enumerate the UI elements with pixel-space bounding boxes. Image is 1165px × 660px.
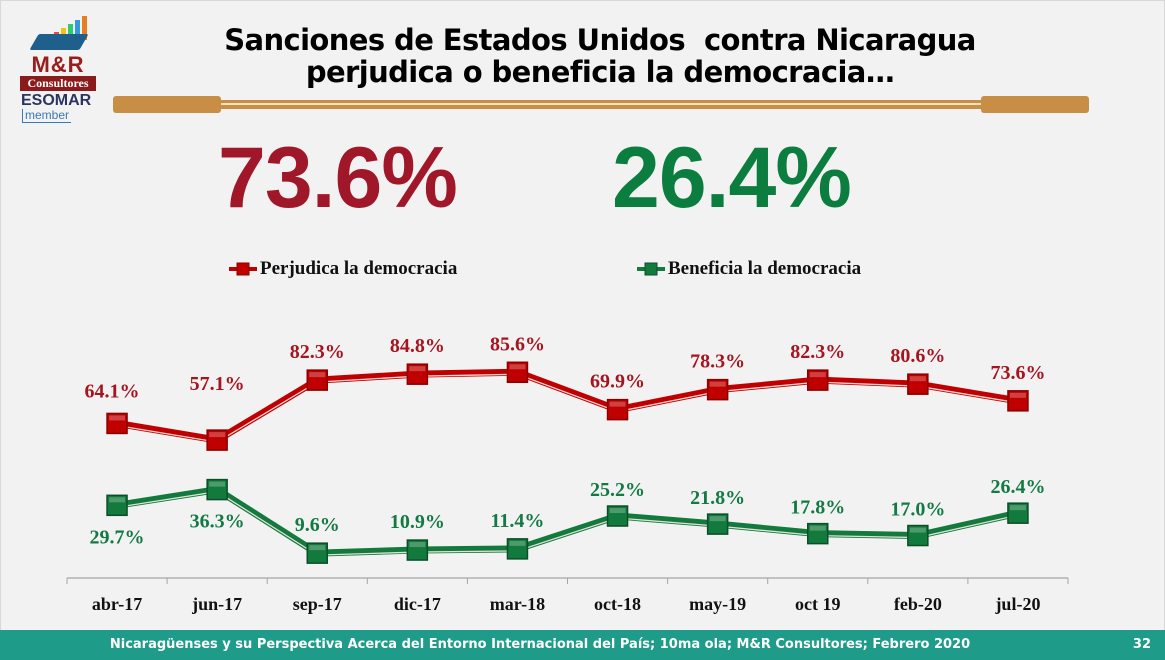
- logo-brand: M&R: [31, 52, 85, 77]
- data-point-marker-shine: [309, 372, 326, 378]
- data-point-marker: [506, 361, 529, 384]
- divider-cap-left: [113, 96, 221, 113]
- x-tick-label: feb-20: [894, 594, 942, 614]
- data-label: 26.4%: [990, 476, 1045, 498]
- page-title: Sanciones de Estados Unidos contra Nicar…: [200, 24, 1000, 88]
- data-point-marker-shine: [609, 401, 626, 407]
- data-point-marker: [907, 373, 929, 395]
- data-point-marker-shine: [809, 525, 826, 531]
- data-point-marker: [306, 369, 328, 391]
- data-label: 78.3%: [690, 351, 745, 373]
- data-label: 11.4%: [490, 510, 544, 532]
- data-label: 85.6%: [490, 333, 545, 355]
- legend-label-beneficia: Beneficia la democracia: [668, 258, 862, 279]
- data-point-marker: [406, 539, 429, 561]
- x-tick-label: jun-17: [191, 594, 242, 614]
- data-label: 10.9%: [390, 511, 445, 533]
- data-label: 82.3%: [290, 341, 345, 363]
- data-label: 9.6%: [295, 514, 340, 536]
- data-point-marker-shine: [109, 497, 126, 503]
- data-point-marker: [606, 505, 629, 527]
- data-label: 57.1%: [190, 373, 245, 395]
- data-point-marker: [206, 478, 228, 501]
- divider-line: [221, 100, 981, 109]
- page-number: 32: [1132, 637, 1151, 652]
- data-label: 80.6%: [890, 345, 945, 367]
- data-label: 84.8%: [390, 335, 445, 357]
- data-point-marker-shine: [1009, 505, 1026, 511]
- data-point-marker-shine: [1009, 392, 1026, 398]
- data-point-marker: [1007, 502, 1029, 524]
- member-label: member: [22, 109, 72, 123]
- data-point-marker: [506, 538, 529, 560]
- data-point-marker: [706, 513, 729, 535]
- data-label: 17.8%: [790, 497, 845, 519]
- data-point-marker: [907, 524, 929, 547]
- data-point-marker-shine: [909, 527, 926, 533]
- data-point-marker: [106, 494, 128, 517]
- perjudica-highlight: 73.6%: [218, 130, 458, 226]
- logo-subtitle: Consultores: [20, 76, 96, 91]
- title-line-1: Sanciones de Estados Unidos contra Nicar…: [224, 23, 976, 57]
- data-point-marker-shine: [109, 415, 126, 421]
- data-point-marker-shine: [709, 516, 726, 522]
- footer-bar: Nicaragüenses y su Perspectiva Acerca de…: [0, 630, 1165, 660]
- beneficia-highlight: 26.4%: [612, 130, 852, 226]
- series-line-perjudica: [116, 368, 1019, 444]
- legend-beneficia: Beneficia la democracia: [636, 258, 861, 280]
- data-point-marker-shine: [709, 381, 726, 387]
- company-logo: M&R Consultores ESOMAR member: [20, 14, 100, 124]
- data-label: 82.3%: [790, 341, 845, 363]
- line-chart: abr-17 jun-17 sep-17 dic-17 mar-18 oct-18 may-…: [66, 333, 1069, 614]
- data-point-marker: [306, 542, 328, 564]
- data-label: 64.1%: [85, 380, 140, 402]
- x-tick-label: dic-17: [394, 594, 441, 614]
- data-label: 29.7%: [90, 526, 145, 548]
- esomar-label: ESOMAR: [21, 92, 92, 109]
- data-point-marker-shine: [209, 432, 226, 438]
- data-label: 69.9%: [590, 371, 645, 393]
- data-point-marker-shine: [809, 372, 826, 378]
- data-label: 21.8%: [690, 487, 745, 509]
- series-line-beneficia: [116, 486, 1019, 557]
- series-line-highlight: [116, 373, 1019, 443]
- data-point-marker: [807, 522, 829, 545]
- data-point-marker: [406, 363, 429, 385]
- x-tick-label: abr-17: [92, 594, 142, 614]
- x-tick-label: oct 19: [795, 594, 840, 614]
- data-point-marker-shine: [509, 364, 526, 370]
- data-label: 36.3%: [190, 511, 245, 533]
- divider-cap-right: [981, 96, 1089, 113]
- title-divider: [113, 96, 1089, 114]
- data-point-marker-shine: [509, 540, 526, 546]
- data-point-marker: [1007, 390, 1029, 412]
- legend-marker-green-icon: [637, 262, 665, 276]
- data-point-marker-shine: [209, 481, 226, 487]
- x-tick-label: mar-18: [490, 594, 545, 614]
- legend-perjudica: Perjudica la democracia: [228, 258, 457, 280]
- data-label: 73.6%: [990, 362, 1045, 384]
- footer-source: Nicaragüenses y su Perspectiva Acerca de…: [109, 637, 971, 652]
- data-point-marker-shine: [409, 542, 426, 548]
- legend-marker-red-icon: [229, 262, 257, 276]
- data-point-marker-shine: [609, 508, 626, 514]
- x-tick-label: may-19: [689, 594, 746, 614]
- data-label: 17.0%: [890, 499, 945, 521]
- title-line-2: perjudica o beneficia la democracia…: [305, 55, 895, 89]
- x-tick-label: jul-20: [994, 594, 1040, 614]
- data-point-marker-shine: [409, 366, 426, 372]
- data-point-marker: [706, 378, 729, 401]
- legend-label-perjudica: Perjudica la democracia: [260, 258, 458, 279]
- data-point-marker: [807, 369, 829, 391]
- data-label: 25.2%: [590, 479, 645, 501]
- x-tick-label: oct-18: [594, 594, 641, 614]
- data-point-marker-shine: [909, 376, 926, 382]
- data-point-marker-shine: [309, 545, 326, 551]
- data-point-marker: [206, 429, 228, 451]
- data-point-marker: [106, 412, 128, 435]
- series-line-highlight: [116, 490, 1019, 556]
- data-point-marker: [606, 398, 629, 421]
- x-tick-label: sep-17: [293, 594, 342, 614]
